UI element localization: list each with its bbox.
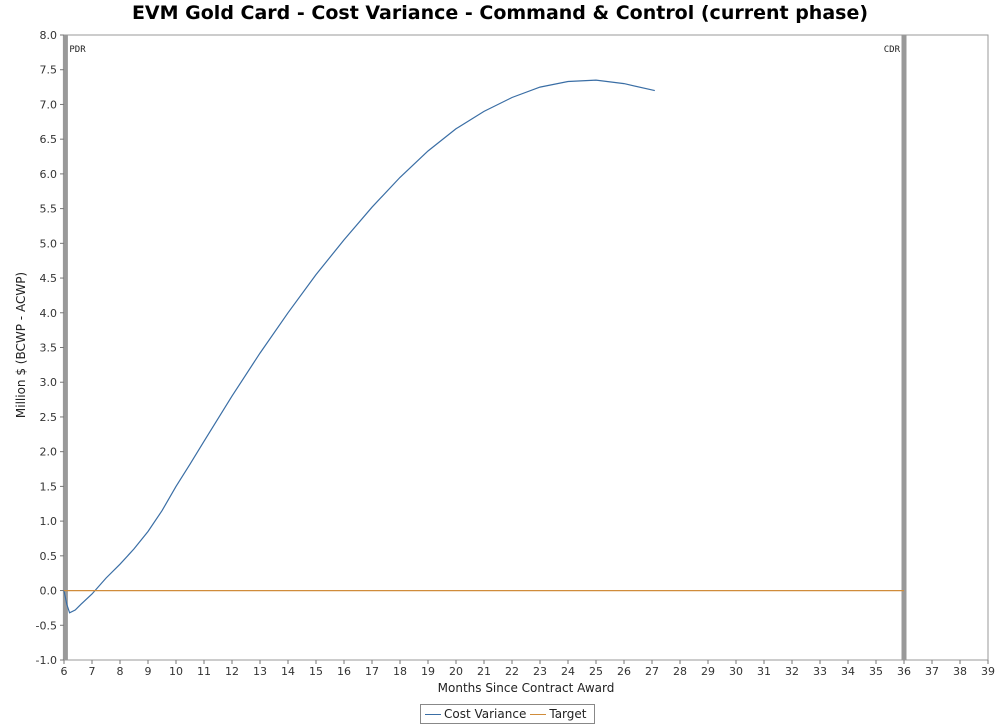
y-tick-label: -1.0 (36, 654, 57, 667)
x-tick-label: 9 (145, 665, 152, 678)
marker-label-pdr: PDR (69, 45, 86, 55)
x-tick-label: 39 (981, 665, 995, 678)
y-tick-label: 2.0 (40, 446, 58, 459)
x-tick-label: 18 (393, 665, 407, 678)
legend-label: Target (549, 707, 587, 721)
x-tick-label: 33 (813, 665, 827, 678)
milestone-markers: PDR CDR (62, 35, 907, 660)
legend-swatch (425, 713, 441, 715)
x-tick-label: 35 (869, 665, 883, 678)
x-tick-label: 26 (617, 665, 631, 678)
x-tick-label: 34 (841, 665, 855, 678)
x-tick-label: 29 (701, 665, 715, 678)
y-tick-label: 3.0 (40, 376, 58, 389)
y-tick-label: 4.5 (40, 272, 58, 285)
x-tick-label: 20 (449, 665, 463, 678)
x-tick-label: 30 (729, 665, 743, 678)
legend: Cost Variance Target (420, 704, 596, 724)
x-tick-label: 28 (673, 665, 687, 678)
y-tick-label: -0.5 (36, 619, 57, 632)
x-tick-label: 25 (589, 665, 603, 678)
x-tick-label: 22 (505, 665, 519, 678)
legend-label: Cost Variance (444, 707, 527, 721)
y-tick-label: 5.0 (40, 237, 58, 250)
y-tick-label: 0.5 (40, 550, 58, 563)
y-axis-label: Million $ (BCWP - ACWP) (14, 272, 28, 418)
x-tick-label: 11 (197, 665, 211, 678)
x-tick-label: 27 (645, 665, 659, 678)
x-tick-label: 6 (61, 665, 68, 678)
y-axis: -1.0 -0.5 0.0 0.5 1.0 1.5 2.0 2.5 3.0 3.5 4.0 4.5 5.… (36, 29, 64, 667)
x-tick-label: 13 (253, 665, 267, 678)
y-tick-label: 7.5 (40, 64, 58, 77)
plot-area (63, 34, 989, 661)
y-tick-label: 0.0 (40, 585, 58, 598)
x-tick-label: 31 (757, 665, 771, 678)
x-tick-label: 19 (421, 665, 435, 678)
x-tick-label: 38 (953, 665, 967, 678)
series-layer (63, 79, 904, 614)
y-tick-label: 1.0 (40, 515, 58, 528)
x-tick-label: 12 (225, 665, 239, 678)
y-tick-label: 2.5 (40, 411, 58, 424)
x-tick-label: 16 (337, 665, 351, 678)
y-tick-label: 3.5 (40, 342, 58, 355)
legend-item-cost-variance: Cost Variance (425, 707, 526, 721)
series-line-cost-variance (63, 79, 655, 614)
legend-item-target: Target (530, 707, 586, 721)
y-tick-label: 8.0 (40, 29, 58, 42)
x-tick-label: 24 (561, 665, 575, 678)
x-axis: 6 7 8 9 10 11 12 13 14 15 16 17 18 19 20 21 22 23 24 25 26 27… (61, 660, 995, 678)
chart-title: EVM Gold Card - Cost Variance - Command … (131, 2, 869, 24)
y-tick-label: 6.5 (40, 133, 58, 146)
x-tick-label: 23 (533, 665, 547, 678)
marker-label-cdr: CDR (884, 45, 901, 55)
x-tick-label: 7 (89, 665, 96, 678)
y-tick-label: 7.0 (40, 98, 58, 111)
x-tick-label: 8 (117, 665, 124, 678)
x-tick-label: 37 (925, 665, 939, 678)
y-tick-label: 4.0 (40, 307, 58, 320)
legend-swatch (530, 713, 547, 715)
x-axis-label: Months Since Contract Award (438, 681, 615, 695)
y-tick-label: 5.5 (40, 203, 58, 216)
x-tick-label: 15 (309, 665, 323, 678)
x-tick-label: 32 (785, 665, 799, 678)
x-tick-label: 36 (897, 665, 911, 678)
x-tick-label: 10 (169, 665, 183, 678)
x-tick-label: 14 (281, 665, 295, 678)
x-tick-label: 17 (365, 665, 379, 678)
y-tick-label: 6.0 (40, 168, 58, 181)
y-tick-label: 1.5 (40, 480, 58, 493)
x-tick-label: 21 (477, 665, 491, 678)
